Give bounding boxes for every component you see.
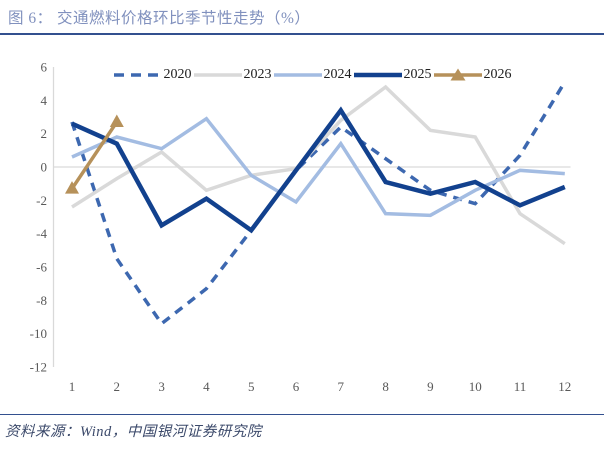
x-tick-label: 4 bbox=[203, 379, 210, 394]
x-tick-label: 10 bbox=[469, 379, 482, 394]
x-tick-label: 7 bbox=[338, 379, 345, 394]
legend-item-2023: 2023 bbox=[193, 67, 272, 83]
x-tick-label: 9 bbox=[427, 379, 434, 394]
legend-label-2025: 2025 bbox=[403, 67, 432, 82]
legend-item-2024: 2024 bbox=[273, 67, 352, 83]
y-tick-label: 4 bbox=[41, 93, 48, 108]
y-tick-label: -10 bbox=[30, 326, 47, 341]
figure-title: 图 6： 交通燃料价格环比季节性走势（%） bbox=[8, 10, 311, 27]
y-tick-label: -12 bbox=[30, 360, 47, 375]
legend-swatch-2023 bbox=[193, 73, 242, 77]
x-tick-label: 6 bbox=[293, 379, 300, 394]
title-divider-rule bbox=[0, 33, 604, 35]
x-tick-label: 11 bbox=[514, 379, 527, 394]
legend-swatch-2024 bbox=[273, 73, 322, 77]
legend-swatch-2026 bbox=[433, 68, 482, 81]
legend-swatch-2020 bbox=[113, 73, 162, 77]
chart-legend: 2020 2023 2024 2025 2026 bbox=[53, 67, 571, 83]
legend-label-2020: 2020 bbox=[163, 67, 192, 82]
y-tick-label: 0 bbox=[41, 160, 48, 175]
x-tick-label: 8 bbox=[382, 379, 389, 394]
y-tick-label: -8 bbox=[36, 293, 47, 308]
x-tick-label: 12 bbox=[558, 379, 571, 394]
legend-swatch-2025 bbox=[353, 72, 402, 78]
series-line-2023 bbox=[71, 84, 566, 246]
footer-divider-rule bbox=[0, 414, 604, 415]
y-tick-label: 2 bbox=[41, 126, 48, 141]
triangle-marker-2026 bbox=[65, 181, 79, 194]
series-line-2020 bbox=[70, 81, 567, 327]
x-tick-label: 2 bbox=[114, 379, 121, 394]
triangle-marker-2026 bbox=[109, 114, 124, 127]
y-tick-label: 6 bbox=[41, 60, 48, 75]
legend-item-2025: 2025 bbox=[353, 67, 432, 83]
series-line-2026 bbox=[70, 121, 119, 190]
x-tick-label: 1 bbox=[69, 379, 76, 394]
x-tick-label: 5 bbox=[248, 379, 255, 394]
y-tick-label: -2 bbox=[36, 193, 47, 208]
legend-item-2026: 2026 bbox=[433, 67, 512, 83]
legend-label-2024: 2024 bbox=[323, 67, 352, 82]
series-line-2025 bbox=[71, 106, 566, 234]
data-source-note: 资料来源：Wind，中国银河证券研究院 bbox=[5, 424, 262, 440]
x-tick-label: 3 bbox=[158, 379, 165, 394]
legend-label-2026: 2026 bbox=[483, 67, 512, 82]
legend-label-2023: 2023 bbox=[243, 67, 272, 82]
y-tick-label: -6 bbox=[36, 260, 47, 275]
y-tick-label: -4 bbox=[36, 226, 47, 241]
legend-item-2020: 2020 bbox=[113, 67, 192, 83]
